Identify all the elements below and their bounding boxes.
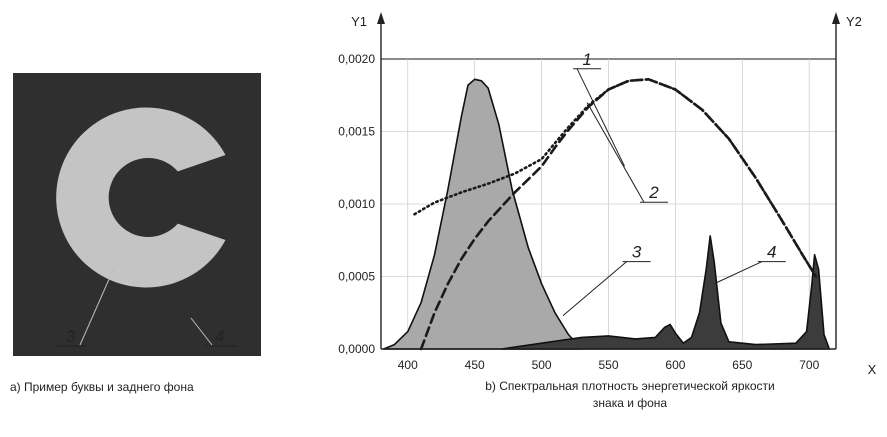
y2-axis-label: Y2 xyxy=(846,14,862,29)
y1-axis-arrow xyxy=(377,12,385,24)
y-tick-label: 0,0005 xyxy=(338,270,375,284)
x-tick-label: 500 xyxy=(532,358,552,372)
caption-b: b) Спектральная плотность энергетической… xyxy=(380,378,880,412)
y1-axis-label: Y1 xyxy=(351,14,367,29)
series-curve-3 xyxy=(382,78,583,350)
callout-line-4 xyxy=(190,317,213,346)
y-tick-label: 0,0015 xyxy=(338,125,375,139)
caption-b-line2: знака и фона xyxy=(592,396,668,410)
callout-line-1 xyxy=(576,68,626,167)
caption-b-line1: b) Спектральная плотность энергетической… xyxy=(485,379,775,393)
callout-label-4: 4 xyxy=(215,327,224,346)
callout-line-2 xyxy=(586,102,645,203)
callout-label-3: 3 xyxy=(66,327,76,346)
letter-c-shape xyxy=(56,107,226,288)
caption-a: а) Пример буквы и заднего фона xyxy=(10,380,194,394)
x-tick-label: 550 xyxy=(598,358,618,372)
x-axis-label: X xyxy=(868,362,877,377)
x-tick-label: 600 xyxy=(665,358,685,372)
chart-callouts: 1 2 3 4 xyxy=(562,50,786,317)
callout-line-4 xyxy=(714,261,762,285)
x-tick-label: 700 xyxy=(799,358,819,372)
x-tick-label: 450 xyxy=(465,358,485,372)
series-curve-2 xyxy=(419,78,818,351)
callout-line-3 xyxy=(79,267,115,346)
panel-a: 3 4 xyxy=(13,73,261,356)
y2-axis-arrow xyxy=(832,12,840,24)
chart-axes xyxy=(377,12,840,350)
chart-grid xyxy=(381,58,836,350)
y-tick-label: 0,0000 xyxy=(338,342,375,356)
callout-label-3: 3 xyxy=(632,243,642,262)
chart-areas xyxy=(382,78,831,350)
callout-label-2: 2 xyxy=(648,183,659,202)
callout-label-4: 4 xyxy=(767,243,776,262)
x-tick-label: 400 xyxy=(398,358,418,372)
callout-label-1: 1 xyxy=(582,50,591,69)
y-tick-label: 0,0010 xyxy=(338,197,375,211)
x-tick-label: 650 xyxy=(732,358,752,372)
y-tick-label: 0,0020 xyxy=(338,52,375,66)
callout-line-3 xyxy=(562,261,627,317)
chart-lines xyxy=(413,78,818,351)
series-curve-4 xyxy=(500,235,831,350)
